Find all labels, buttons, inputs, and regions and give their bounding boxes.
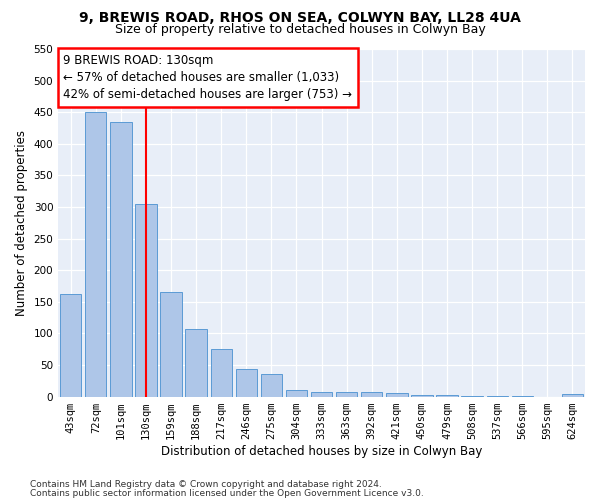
Bar bbox=[361, 392, 382, 396]
Bar bbox=[85, 112, 106, 397]
Bar bbox=[562, 394, 583, 396]
Text: 9, BREWIS ROAD, RHOS ON SEA, COLWYN BAY, LL28 4UA: 9, BREWIS ROAD, RHOS ON SEA, COLWYN BAY,… bbox=[79, 11, 521, 25]
Text: 9 BREWIS ROAD: 130sqm
← 57% of detached houses are smaller (1,033)
42% of semi-d: 9 BREWIS ROAD: 130sqm ← 57% of detached … bbox=[64, 54, 352, 101]
Bar bbox=[110, 122, 131, 396]
Bar bbox=[336, 392, 358, 396]
Bar bbox=[60, 294, 82, 397]
Text: Contains public sector information licensed under the Open Government Licence v3: Contains public sector information licen… bbox=[30, 488, 424, 498]
Bar bbox=[211, 349, 232, 397]
Text: Contains HM Land Registry data © Crown copyright and database right 2024.: Contains HM Land Registry data © Crown c… bbox=[30, 480, 382, 489]
Bar bbox=[136, 204, 157, 396]
Bar bbox=[160, 292, 182, 397]
Bar bbox=[261, 374, 282, 396]
Bar bbox=[411, 394, 433, 396]
Bar bbox=[236, 369, 257, 396]
Bar bbox=[386, 394, 407, 396]
Y-axis label: Number of detached properties: Number of detached properties bbox=[15, 130, 28, 316]
Bar bbox=[311, 392, 332, 396]
X-axis label: Distribution of detached houses by size in Colwyn Bay: Distribution of detached houses by size … bbox=[161, 444, 482, 458]
Bar bbox=[286, 390, 307, 396]
Text: Size of property relative to detached houses in Colwyn Bay: Size of property relative to detached ho… bbox=[115, 22, 485, 36]
Bar bbox=[185, 329, 207, 396]
